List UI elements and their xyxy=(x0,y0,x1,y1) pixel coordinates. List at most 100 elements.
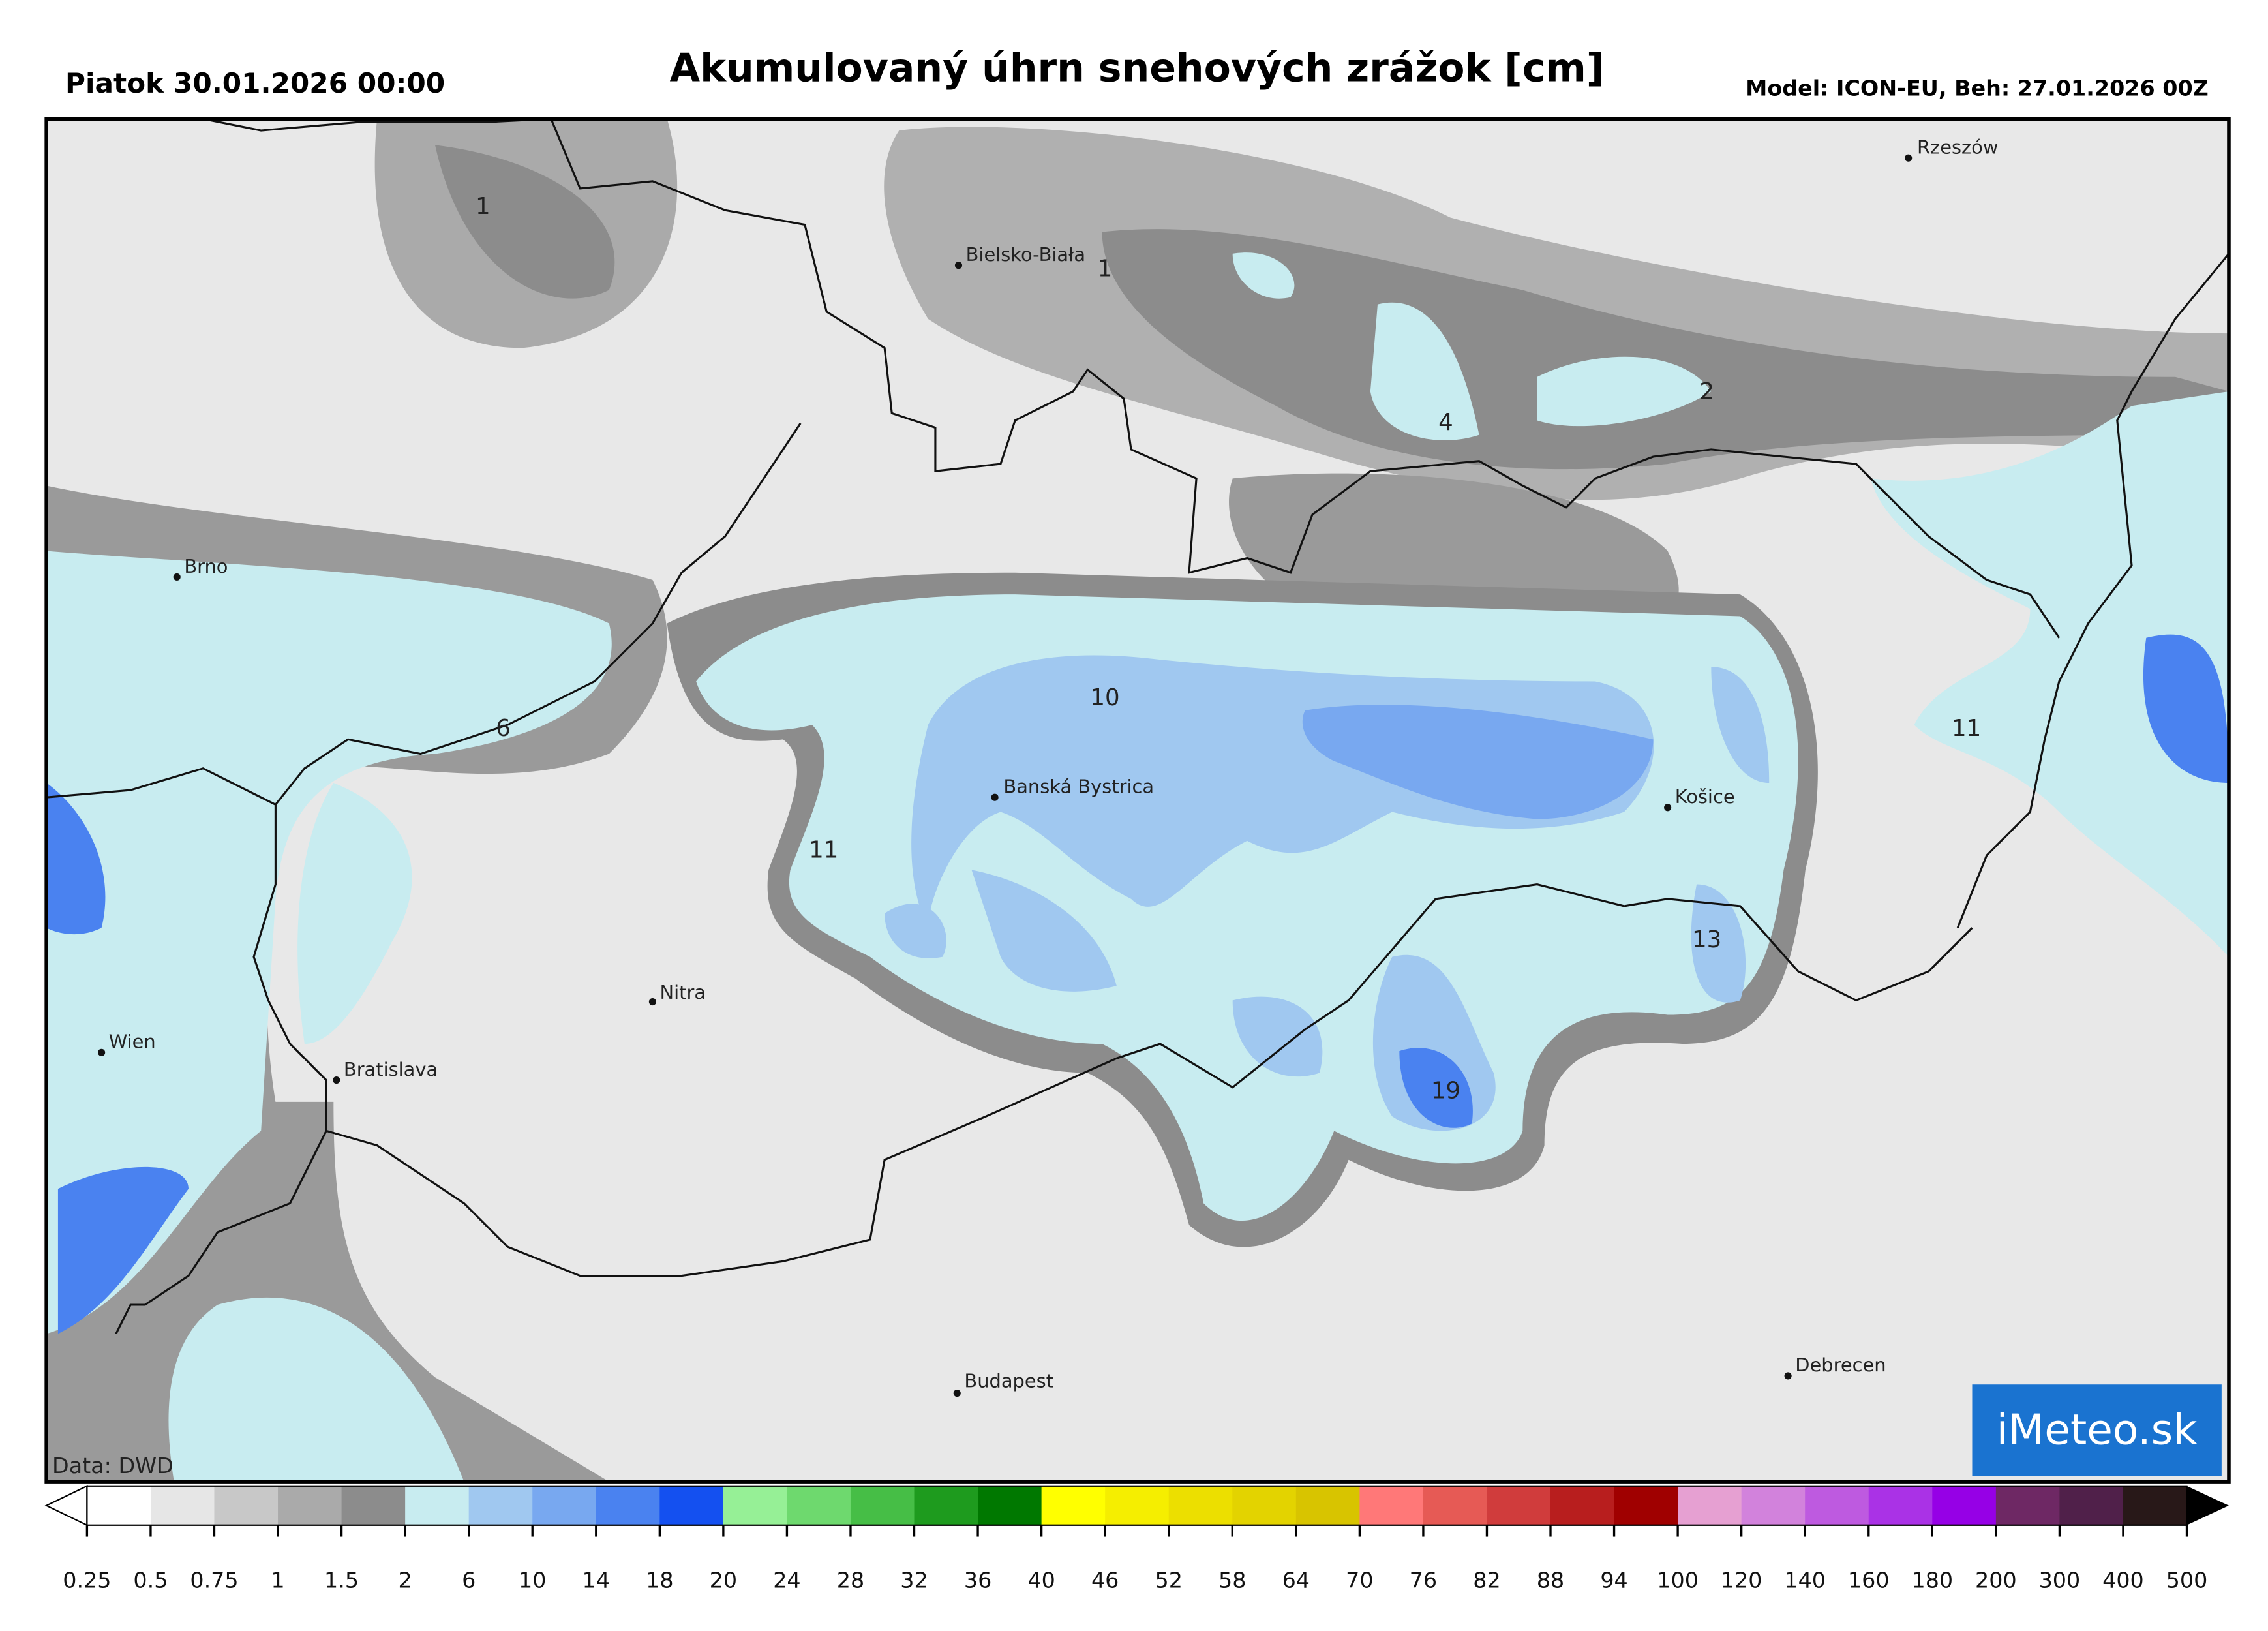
colorbar-segment xyxy=(341,1486,406,1525)
colorbar-segment xyxy=(1295,1486,1361,1525)
colorbar-extend-high xyxy=(2186,1486,2229,1525)
logo-box xyxy=(1972,1384,2222,1476)
colorbar-tick-label: 70 xyxy=(1346,1567,1373,1593)
colorbar-segment xyxy=(2123,1486,2188,1525)
snow-area xyxy=(297,783,412,1044)
city-dot xyxy=(953,1390,961,1397)
city-label: Brno xyxy=(184,555,228,577)
model-info: Model: ICON-EU, Beh: 27.01.2026 00Z xyxy=(1746,76,2209,101)
colorbar-tick-label: 0.25 xyxy=(63,1567,111,1593)
colorbar-segment xyxy=(2059,1486,2124,1525)
city-dot xyxy=(648,998,656,1006)
colorbar-segment xyxy=(1550,1486,1615,1525)
city-label: Budapest xyxy=(964,1370,1053,1392)
snow-area xyxy=(1302,705,1654,819)
colorbar-tick-label: 36 xyxy=(964,1567,991,1593)
contour-label: 2 xyxy=(1699,378,1714,405)
colorbar-tick-label: 160 xyxy=(1848,1567,1890,1593)
colorbar-tick-label: 140 xyxy=(1784,1567,1826,1593)
colorbar-tick-label: 20 xyxy=(710,1567,737,1593)
contour-label: 1 xyxy=(476,193,491,220)
colorbar-segment xyxy=(659,1486,724,1525)
colorbar-segment xyxy=(1614,1486,1678,1525)
colorbar-segment xyxy=(1168,1486,1233,1525)
city-label: Wien xyxy=(109,1031,156,1053)
snow-area xyxy=(434,145,615,299)
city-dot xyxy=(991,793,999,801)
city-label: Rzeszów xyxy=(1917,136,1998,159)
colorbar-tick-label: 120 xyxy=(1721,1567,1762,1593)
colorbar-tick-label: 100 xyxy=(1657,1567,1699,1593)
colorbar-tick-label: 200 xyxy=(1975,1567,2017,1593)
colorbar-segment xyxy=(150,1486,215,1525)
colorbar-tick-label: 1 xyxy=(271,1567,284,1593)
colorbar-tick-label: 94 xyxy=(1600,1567,1627,1593)
colorbar-tick-label: 10 xyxy=(519,1567,546,1593)
colorbar-tick-label: 18 xyxy=(646,1567,673,1593)
colorbar-tick-label: 1.5 xyxy=(324,1567,359,1593)
city-dot xyxy=(954,262,963,269)
colorbar-tick-label: 500 xyxy=(2166,1567,2208,1593)
city-label: Bielsko-Biała xyxy=(966,243,1085,266)
contour-label: 11 xyxy=(1952,715,1981,742)
colorbar-tick-label: 0.5 xyxy=(133,1567,168,1593)
city-dot xyxy=(333,1076,340,1084)
colorbar-extend-low xyxy=(44,1485,88,1527)
colorbar-segment xyxy=(214,1486,279,1525)
colorbar-tick-label: 88 xyxy=(1537,1567,1564,1593)
map xyxy=(44,117,2231,1484)
city-label: Debrecen xyxy=(1795,1354,1886,1376)
colorbar-segment xyxy=(787,1486,851,1525)
colorbar-segment xyxy=(1487,1486,1551,1525)
snow-area xyxy=(46,551,612,1334)
logo: iMeteo.sk xyxy=(1997,1405,2198,1454)
contour-label: 1 xyxy=(1098,255,1113,282)
colorbar-tick-label: 14 xyxy=(582,1567,610,1593)
colorbar-segment xyxy=(1868,1486,1933,1525)
colorbar-tick-label: 32 xyxy=(900,1567,928,1593)
city-dot xyxy=(1784,1372,1792,1380)
snow-area xyxy=(1232,252,1712,440)
colorbar-tick-label: 76 xyxy=(1410,1567,1437,1593)
colorbar-tick-label: 58 xyxy=(1218,1567,1246,1593)
city-dot xyxy=(173,573,181,581)
map-frame xyxy=(44,117,2231,1484)
colorbar-segment xyxy=(1423,1486,1488,1525)
colorbar-segment xyxy=(1359,1486,1424,1525)
border xyxy=(275,423,802,806)
contour-label: 4 xyxy=(1438,409,1453,436)
colorbar-segment xyxy=(278,1486,342,1525)
city-dot xyxy=(1905,154,1913,162)
colorbar-tick-label: 28 xyxy=(837,1567,864,1593)
city-label: Banská Bystrica xyxy=(1003,776,1154,798)
colorbar-tick-label: 6 xyxy=(462,1567,476,1593)
city-label: Košice xyxy=(1675,785,1735,808)
colorbar-segment xyxy=(1232,1486,1297,1525)
colorbar-segment xyxy=(978,1486,1042,1525)
data-credit: Data: DWD xyxy=(52,1453,174,1478)
contour-labels: 1 1 4 2 6 10 11 11 13 19 xyxy=(476,193,1981,1105)
city-dot xyxy=(98,1048,106,1056)
colorbar-segment xyxy=(532,1486,597,1525)
colorbar-segment xyxy=(1105,1486,1170,1525)
city-label: Bratislava xyxy=(344,1058,438,1080)
colorbar-tick-label: 46 xyxy=(1091,1567,1119,1593)
colorbar-tick-label: 64 xyxy=(1282,1567,1310,1593)
colorbar-tick-label: 2 xyxy=(399,1567,412,1593)
cities: Rzeszów Bielsko-Biała Brno Banská Bystri… xyxy=(98,136,1998,1397)
colorbar-tick-label: 300 xyxy=(2039,1567,2081,1593)
date: Piatok 30.01.2026 00:00 xyxy=(65,67,445,99)
snow-area xyxy=(168,1297,464,1482)
colorbar-tick-label: 24 xyxy=(773,1567,800,1593)
colorbar-segment xyxy=(1678,1486,1742,1525)
colorbar-tick-label: 82 xyxy=(1473,1567,1500,1593)
colorbar-segment xyxy=(87,1486,151,1525)
colorbar-segment xyxy=(723,1486,788,1525)
colorbar-tick-label: 400 xyxy=(2102,1567,2144,1593)
colorbar-segment xyxy=(914,1486,978,1525)
colorbar-tick-label: 40 xyxy=(1027,1567,1055,1593)
contour-label: 6 xyxy=(496,715,511,742)
city-label: Nitra xyxy=(660,981,706,1003)
